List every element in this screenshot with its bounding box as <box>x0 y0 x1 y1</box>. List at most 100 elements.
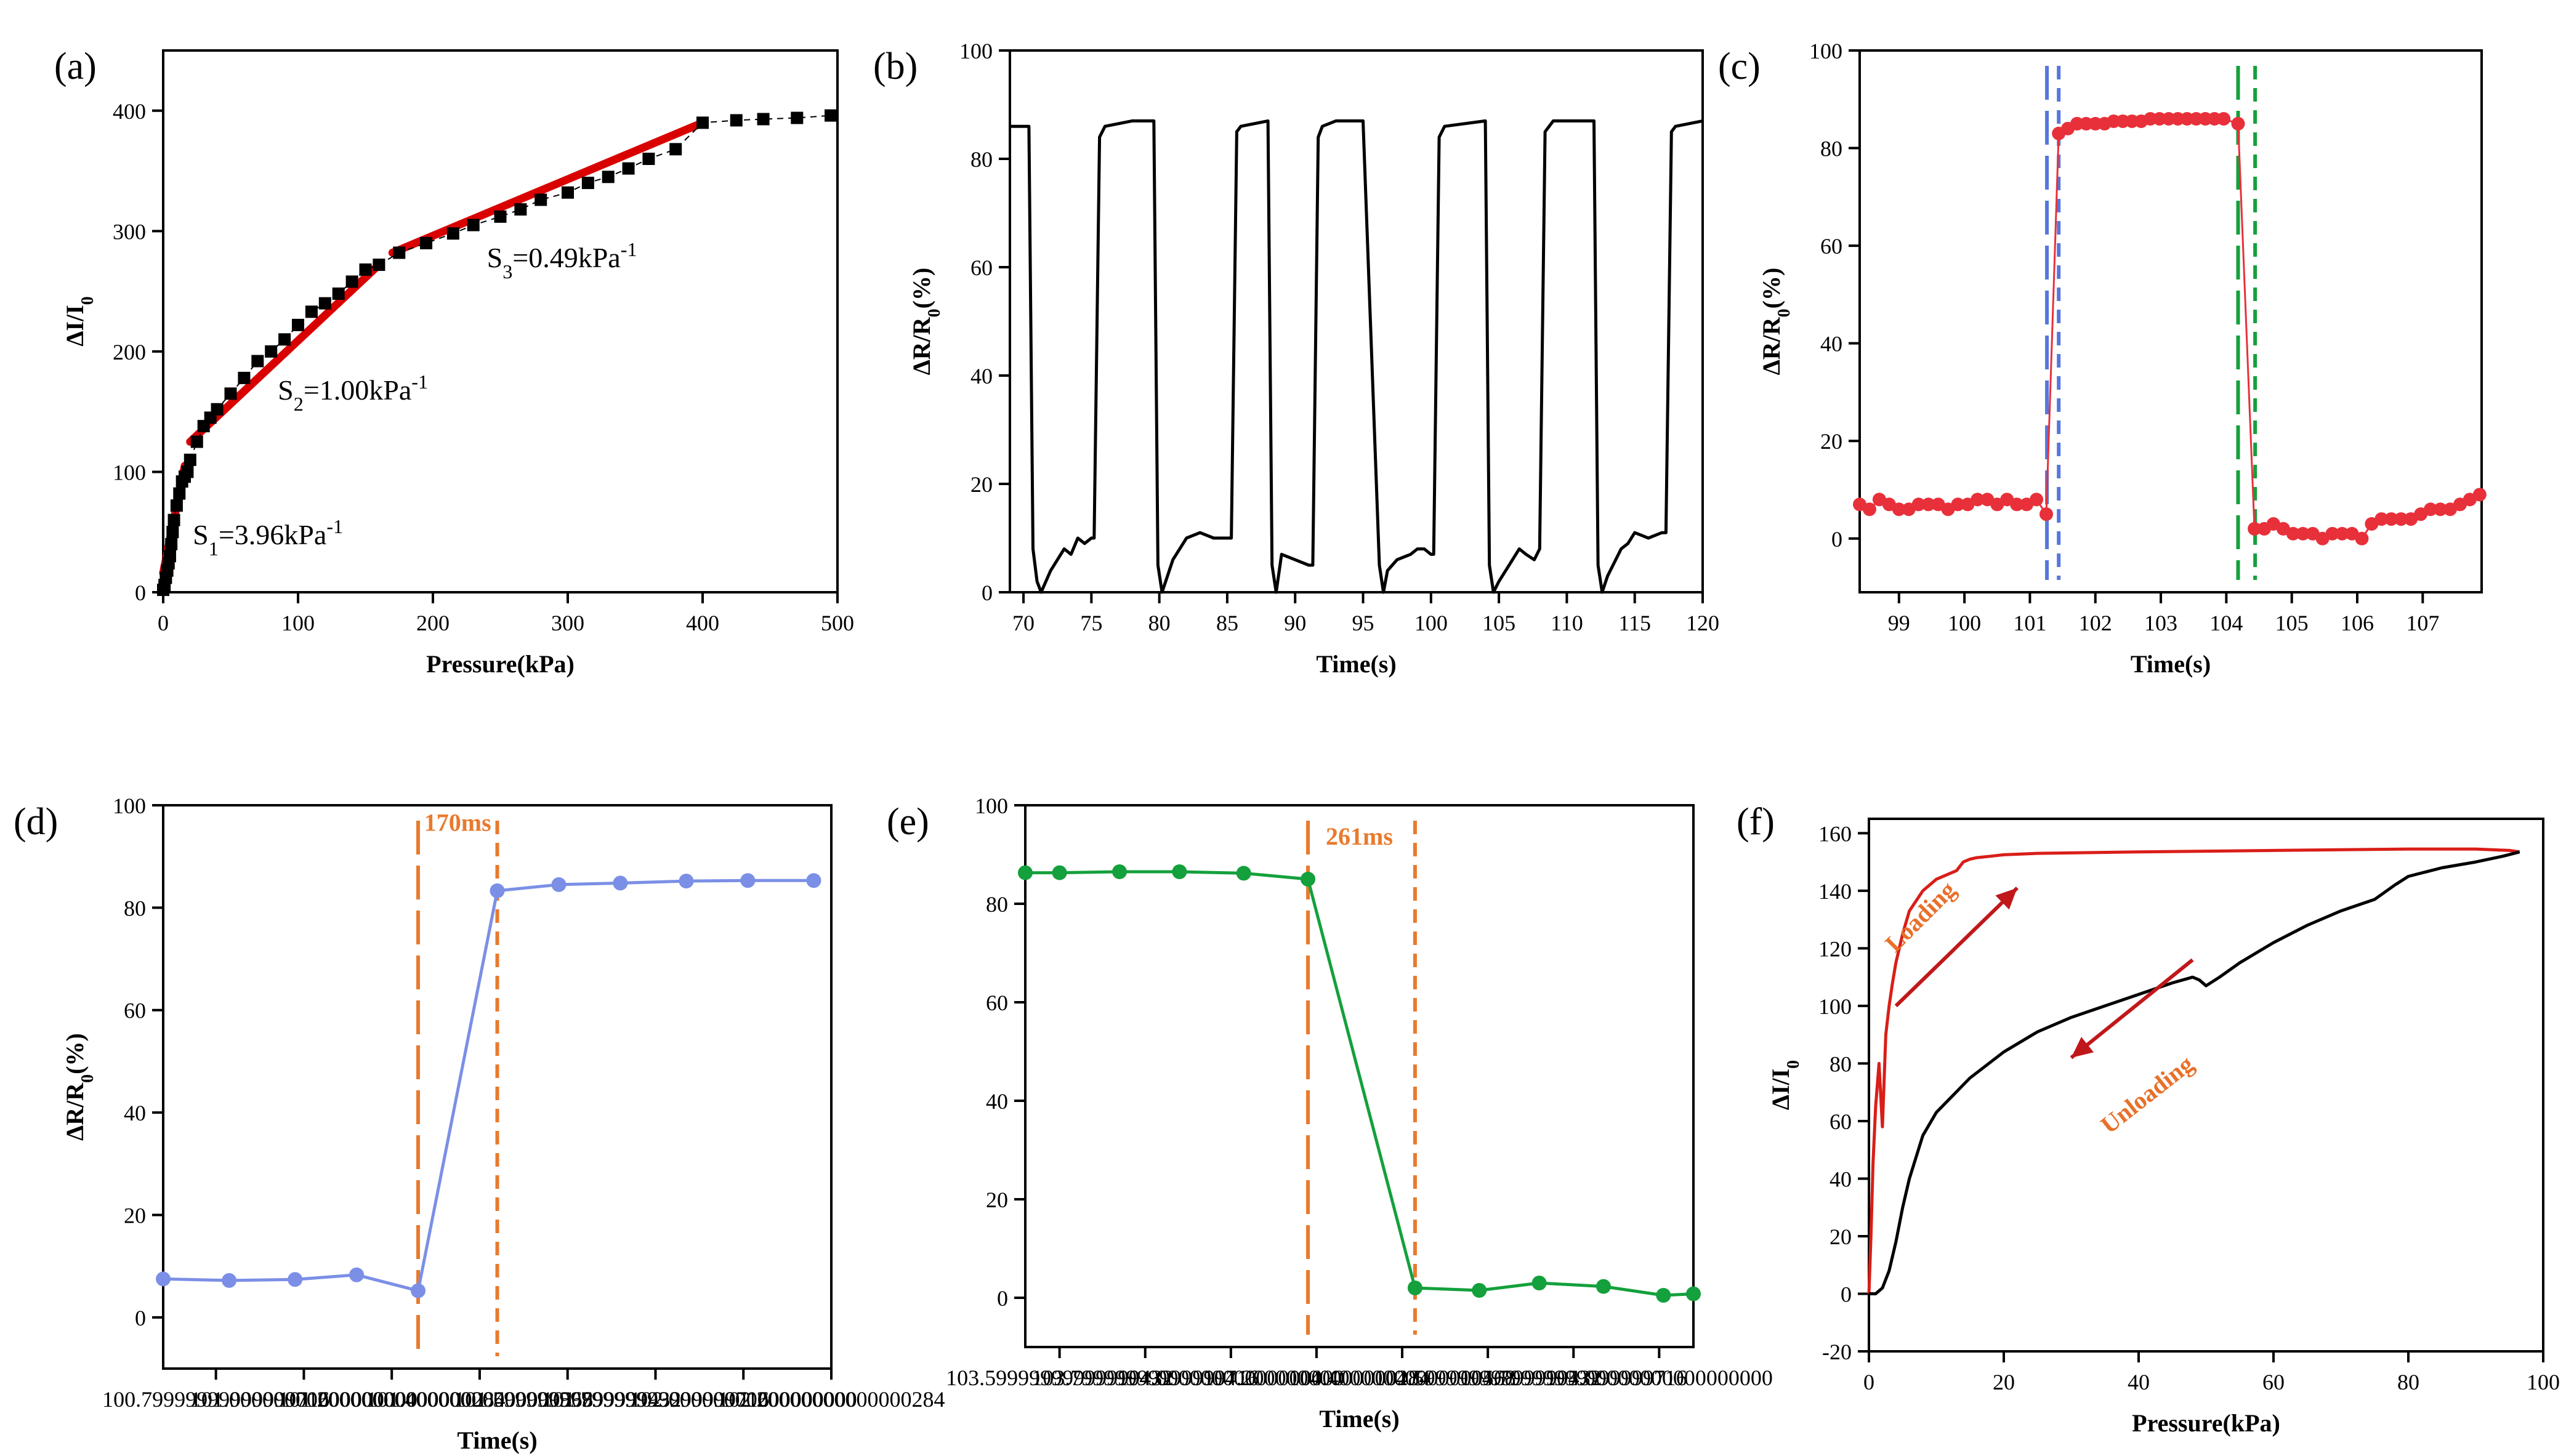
y-tick-label: 80 <box>970 147 993 172</box>
x-tick-label: 85 <box>1216 611 1238 635</box>
data-point <box>2355 531 2369 545</box>
x-axis-label: Time(s) <box>1316 650 1396 678</box>
data-point <box>359 263 372 276</box>
arrow-head <box>1995 888 2017 910</box>
x-tick-label: 104.79999999999999716 <box>1460 1366 1687 1390</box>
series-line-response <box>1025 870 1694 1297</box>
data-point <box>2231 116 2245 131</box>
x-tick-label: 105.00000000000000000 <box>1546 1366 1773 1390</box>
x-tick-label: 120 <box>1686 611 1719 635</box>
x-tick-label: 104.00000000000000000 <box>1117 1366 1344 1390</box>
x-tick-label: 300 <box>551 611 584 635</box>
x-tick-label: 101.59999999999999432 <box>454 1387 681 1412</box>
data-point <box>2030 493 2044 507</box>
annotation-text: 170ms <box>424 809 491 837</box>
y-tick-label: 300 <box>113 219 146 244</box>
data-point <box>562 186 574 199</box>
y-tick-label: 0 <box>997 1286 1008 1311</box>
data-point <box>2296 526 2310 541</box>
panel-label: (c) <box>1718 46 1761 87</box>
text-segment: 2 <box>294 393 304 415</box>
y-tick-label: 20 <box>124 1203 146 1228</box>
data-point <box>581 177 594 190</box>
data-point <box>2424 502 2438 517</box>
x-tick-label: 90 <box>1284 611 1306 635</box>
x-axis-label: Time(s) <box>2131 650 2211 678</box>
data-point <box>1971 493 1985 507</box>
x-tick-label: 101.79999999999999716 <box>542 1387 769 1412</box>
x-tick-label: 75 <box>1080 611 1102 635</box>
y-tick-label: 100 <box>113 794 146 818</box>
x-axis-label: Time(s) <box>457 1426 537 1454</box>
annotation-text: 261ms <box>1326 823 1393 850</box>
data-point <box>332 288 345 300</box>
x-tick-label: 100 <box>1414 611 1448 635</box>
y-tick-label: 0 <box>135 581 146 605</box>
data-point <box>411 1283 426 1298</box>
y-tick-label: 200 <box>113 340 146 364</box>
y-tick-label: 0 <box>1831 527 1842 552</box>
x-tick-label: 80 <box>1148 611 1171 635</box>
data-point <box>669 143 682 156</box>
y-tick-label: 0 <box>135 1306 146 1330</box>
axes-frame <box>1868 818 2544 1353</box>
text-segment: (%) <box>908 268 935 309</box>
annotation-text: S2=1.00kPa-1 <box>278 371 428 415</box>
x-tick-label: 110 <box>1551 611 1583 635</box>
data-point <box>349 1267 365 1282</box>
data-point <box>551 877 567 892</box>
series-line-Loading <box>1867 847 2520 1294</box>
data-point <box>265 345 278 358</box>
data-point <box>696 116 709 129</box>
y-tick-label: 60 <box>1830 1109 1852 1134</box>
text-segment: -1 <box>326 515 343 537</box>
text-segment: ΔR/R <box>61 1082 89 1141</box>
data-point <box>757 113 770 126</box>
text-segment: 1 <box>209 537 219 560</box>
text-segment: S <box>487 242 503 273</box>
x-tick-label: 104 <box>2209 611 2243 635</box>
data-point <box>278 333 291 346</box>
data-point <box>190 435 203 448</box>
y-tick-label: 40 <box>1830 1167 1852 1191</box>
annotation-text: S1=3.96kPa-1 <box>193 515 343 560</box>
x-tick-label: 99 <box>1888 611 1910 635</box>
data-point <box>2384 512 2398 526</box>
data-point <box>2010 497 2024 512</box>
data-point <box>1531 1276 1547 1290</box>
y-axis-label: ΔR/R0(%) <box>61 1033 97 1141</box>
data-point <box>622 162 635 175</box>
y-axis-label: ΔI/I0 <box>61 296 97 346</box>
chart-panel-f: (f) 0 20 40 60 80 100 -20 0 20 40 60 80 100 120 140 160 P… <box>1737 801 2560 1437</box>
data-point <box>1236 866 1251 881</box>
data-point <box>1472 1283 1487 1298</box>
data-point <box>1686 1286 1701 1301</box>
y-tick-label: 40 <box>970 364 993 388</box>
data-point <box>345 275 358 288</box>
data-point <box>730 114 743 127</box>
data-point <box>613 875 628 891</box>
y-tick-label: 60 <box>1820 234 1842 259</box>
axes-frame <box>1858 49 2483 593</box>
text-segment: 0 <box>1775 308 1794 317</box>
x-tick-label: 100.79999999999999716 <box>102 1387 329 1412</box>
x-tick-label: 95 <box>1352 611 1374 635</box>
text-segment: ΔR/R <box>908 316 935 375</box>
text-segment: =3.96kPa <box>219 519 326 550</box>
data-point <box>2286 526 2300 541</box>
data-point <box>184 453 196 466</box>
x-tick-label: 200 <box>416 611 450 635</box>
text-segment: (%) <box>1757 268 1785 309</box>
x-tick-label: 101.40000000000000568 <box>366 1387 593 1412</box>
x-tick-label: 0 <box>158 611 169 635</box>
y-tick-label: 40 <box>1820 332 1842 356</box>
y-tick-label: 80 <box>124 896 146 920</box>
data-point <box>211 403 224 416</box>
data-point <box>490 883 505 898</box>
x-tick-label: 80 <box>2397 1370 2419 1394</box>
panel-label: (f) <box>1737 801 1775 843</box>
chart-panel-d: (d) 100.79999999999999716101.000000000000… <box>14 794 945 1454</box>
data-point <box>251 355 264 368</box>
y-tick-label: 100 <box>113 460 146 485</box>
data-point <box>373 259 385 271</box>
